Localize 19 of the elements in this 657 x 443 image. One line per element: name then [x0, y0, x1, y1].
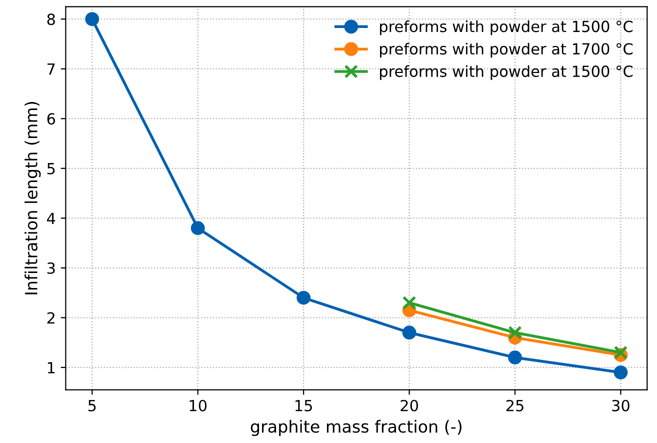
x-tick-label: 10 — [190, 400, 207, 412]
legend-label: preforms with powder at 1500 °C — [380, 20, 633, 36]
y-axis-title: Infiltration length (mm) — [24, 102, 41, 294]
y-tick-label: 5 — [47, 163, 55, 174]
x-tick-label: 25 — [506, 400, 524, 412]
x-axis-title: graphite mass fraction (-) — [250, 420, 462, 436]
x-tick-label: 30 — [612, 400, 630, 412]
legend-label: preforms with powder at 1500 °C — [380, 65, 633, 80]
y-tick-label: 7 — [48, 64, 55, 75]
legend-label: preforms with powder at 1700 °C — [380, 42, 633, 58]
y-tick-label: 2 — [47, 312, 54, 324]
y-tick-label: 4 — [47, 212, 56, 224]
y-tick-label: 3 — [47, 262, 55, 274]
y-tick-label: 8 — [47, 14, 55, 26]
x-tick-label: 20 — [400, 400, 418, 412]
y-tick-label: 6 — [47, 113, 56, 125]
x-tick-label: 15 — [296, 400, 312, 412]
x-tick-label: 5 — [88, 400, 96, 412]
y-tick-label: 1 — [48, 362, 55, 374]
